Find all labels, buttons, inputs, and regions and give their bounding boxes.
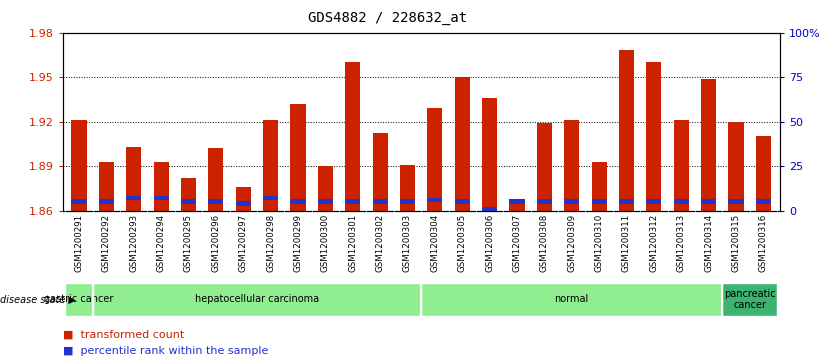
Bar — [427, 108, 442, 211]
Bar — [373, 134, 388, 211]
Bar — [756, 199, 771, 204]
Bar — [208, 199, 224, 204]
Bar — [98, 162, 114, 211]
Bar — [236, 187, 251, 211]
Text: GSM1200310: GSM1200310 — [595, 214, 604, 272]
Bar — [565, 120, 580, 211]
Text: disease state ▶: disease state ▶ — [0, 294, 76, 305]
Text: GSM1200297: GSM1200297 — [239, 214, 248, 272]
Bar — [565, 199, 580, 204]
Text: GDS4882 / 228632_at: GDS4882 / 228632_at — [309, 11, 467, 25]
Text: GSM1200298: GSM1200298 — [266, 214, 275, 272]
Text: hepatocellular carcinoma: hepatocellular carcinoma — [195, 294, 319, 305]
Bar — [263, 196, 278, 200]
Bar — [208, 148, 224, 211]
Bar — [728, 122, 744, 211]
Bar — [756, 136, 771, 211]
Bar — [591, 199, 606, 204]
Bar — [674, 199, 689, 204]
Text: GSM1200302: GSM1200302 — [375, 214, 384, 272]
Bar — [153, 162, 168, 211]
Bar — [728, 199, 744, 204]
Bar — [181, 199, 196, 204]
Bar — [619, 50, 634, 211]
Text: GSM1200293: GSM1200293 — [129, 214, 138, 272]
Bar — [421, 283, 722, 316]
Text: ■  transformed count: ■ transformed count — [63, 329, 183, 339]
Bar — [722, 283, 777, 316]
Bar — [701, 79, 716, 211]
Text: GSM1200303: GSM1200303 — [403, 214, 412, 272]
Text: GSM1200296: GSM1200296 — [211, 214, 220, 272]
Bar — [126, 196, 141, 200]
Bar — [537, 199, 552, 204]
Bar — [400, 164, 415, 211]
Text: GSM1200304: GSM1200304 — [430, 214, 440, 272]
Bar — [591, 162, 606, 211]
Text: GSM1200299: GSM1200299 — [294, 214, 303, 272]
Bar — [236, 201, 251, 206]
Bar — [537, 123, 552, 211]
Bar — [482, 207, 497, 211]
Bar — [373, 199, 388, 204]
Text: normal: normal — [555, 294, 589, 305]
Bar — [646, 62, 661, 211]
Bar — [65, 283, 93, 316]
Text: GSM1200291: GSM1200291 — [74, 214, 83, 272]
Bar — [619, 199, 634, 204]
Bar — [701, 199, 716, 204]
Text: GSM1200294: GSM1200294 — [157, 214, 166, 272]
Bar — [318, 166, 333, 211]
Text: gastric cancer: gastric cancer — [44, 294, 113, 305]
Bar — [400, 199, 415, 204]
Bar — [181, 178, 196, 211]
Bar — [455, 77, 470, 211]
Bar — [646, 199, 661, 204]
Text: GSM1200312: GSM1200312 — [650, 214, 658, 272]
Bar — [290, 104, 305, 211]
Text: GSM1200307: GSM1200307 — [512, 214, 521, 272]
Bar — [263, 120, 278, 211]
Text: GSM1200308: GSM1200308 — [540, 214, 549, 272]
Text: GSM1200301: GSM1200301 — [349, 214, 357, 272]
Bar — [510, 201, 525, 211]
Bar — [455, 199, 470, 204]
Bar — [674, 120, 689, 211]
Text: GSM1200292: GSM1200292 — [102, 214, 111, 272]
Bar — [93, 283, 421, 316]
Text: GSM1200305: GSM1200305 — [458, 214, 467, 272]
Bar — [153, 196, 168, 200]
Text: ■  percentile rank within the sample: ■ percentile rank within the sample — [63, 346, 268, 356]
Text: GSM1200313: GSM1200313 — [676, 214, 686, 272]
Text: GSM1200295: GSM1200295 — [184, 214, 193, 272]
Bar — [427, 197, 442, 202]
Bar — [98, 199, 114, 204]
Bar — [318, 199, 333, 204]
Text: pancreatic
cancer: pancreatic cancer — [724, 289, 776, 310]
Text: GSM1200316: GSM1200316 — [759, 214, 768, 272]
Bar — [72, 120, 87, 211]
Bar — [290, 199, 305, 204]
Bar — [345, 62, 360, 211]
Text: GSM1200314: GSM1200314 — [704, 214, 713, 272]
Text: GSM1200300: GSM1200300 — [321, 214, 330, 272]
Text: GSM1200309: GSM1200309 — [567, 214, 576, 272]
Bar — [72, 199, 87, 204]
Bar — [126, 147, 141, 211]
Bar — [345, 199, 360, 204]
Text: GSM1200306: GSM1200306 — [485, 214, 494, 272]
Text: GSM1200315: GSM1200315 — [731, 214, 741, 272]
Text: GSM1200311: GSM1200311 — [622, 214, 631, 272]
Bar — [482, 98, 497, 211]
Bar — [510, 199, 525, 204]
